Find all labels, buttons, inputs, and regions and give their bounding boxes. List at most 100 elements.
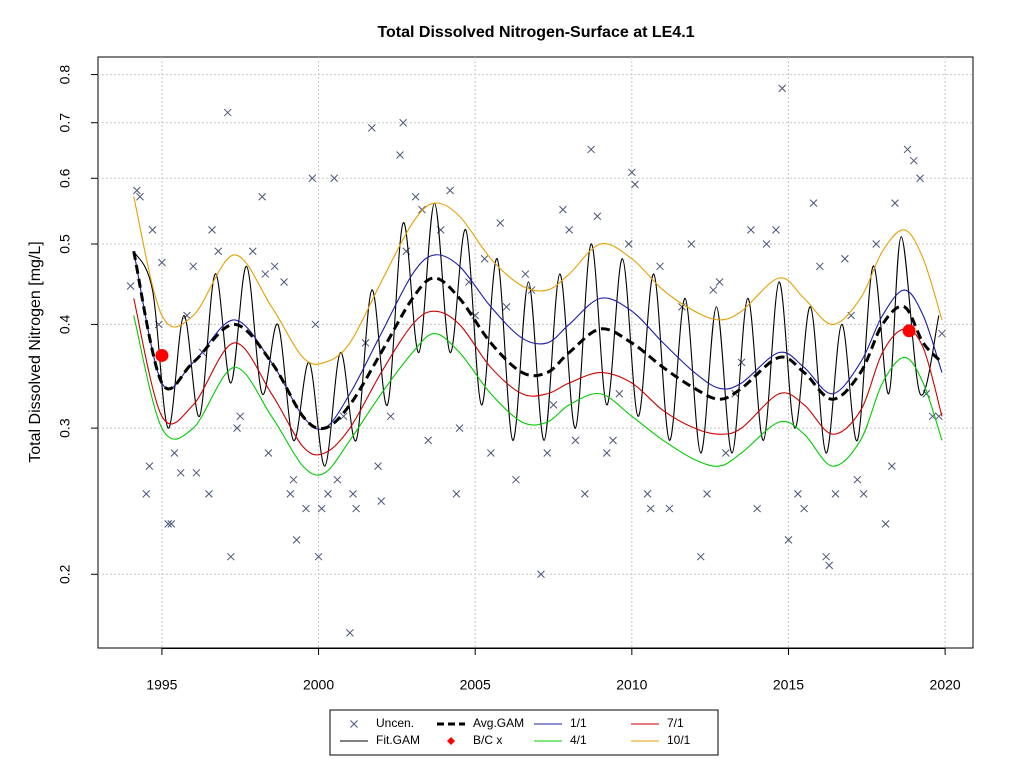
data-point (377, 497, 386, 505)
data-point (815, 262, 824, 271)
data-point (396, 151, 404, 159)
data-point (687, 240, 696, 248)
legend-symbol (350, 720, 358, 728)
data-point (859, 489, 868, 498)
data-point (646, 504, 655, 513)
data-point (888, 462, 896, 470)
data-point (678, 302, 686, 311)
data-point (189, 262, 198, 271)
data-point (580, 489, 589, 498)
data-point (446, 186, 454, 195)
x-tick-label: 2020 (930, 677, 961, 693)
data-point (167, 520, 176, 528)
data-point (132, 186, 141, 195)
data-point (261, 270, 270, 278)
y-tick-label: 0.3 (57, 418, 73, 438)
legend-item: Uncen. (350, 716, 414, 730)
legend-label: Fit.GAM (376, 733, 420, 747)
data-point (158, 258, 166, 267)
data-point (424, 436, 433, 445)
data-point (587, 145, 595, 154)
data-point (292, 536, 301, 544)
data-point (270, 262, 279, 271)
legend-symbol (447, 737, 455, 745)
data-point (841, 254, 849, 263)
legend-item: Fit.GAM (340, 733, 420, 747)
data-point (170, 449, 179, 457)
data-point (346, 628, 354, 637)
data-point (809, 199, 818, 208)
data-point (311, 320, 320, 329)
data-point (496, 219, 505, 227)
data-point (208, 226, 216, 234)
data-point (145, 462, 154, 470)
legend-box (329, 709, 719, 756)
data-point (330, 174, 339, 183)
series-line (133, 315, 943, 476)
data-point (223, 108, 232, 117)
data-point (762, 240, 771, 248)
data-point (280, 278, 288, 286)
data-point (352, 504, 360, 513)
data-point (176, 468, 185, 477)
legend-label: Uncen. (376, 716, 414, 730)
data-point (317, 504, 326, 513)
legend-item: 1/1 (534, 716, 587, 730)
data-point (631, 180, 639, 189)
data-point (537, 570, 545, 579)
y-tick-label: 0.4 (57, 314, 73, 334)
data-point (339, 412, 348, 421)
series-line (132, 250, 944, 431)
data-point (455, 424, 464, 432)
series-line (133, 196, 943, 365)
legend-label: 1/1 (570, 716, 587, 730)
legend-item: 7/1 (631, 716, 684, 730)
data-point (853, 475, 862, 484)
data-point (602, 449, 611, 457)
data-point (825, 561, 834, 570)
data-point (822, 552, 830, 561)
data-point (627, 168, 636, 177)
legend-label: 7/1 (667, 716, 684, 730)
data-point (349, 489, 357, 498)
chart-title: Total Dissolved Nitrogen-Surface at LE4.… (377, 24, 694, 41)
data-point (747, 226, 755, 234)
data-point (624, 240, 633, 248)
data-point (721, 449, 730, 457)
x-tick-label: 1995 (146, 677, 177, 693)
data-point (794, 489, 802, 498)
data-point (609, 436, 617, 445)
legend-label: B/C x (473, 733, 502, 747)
data-point (709, 286, 718, 294)
data-point (248, 247, 257, 256)
data-point (643, 489, 652, 498)
data-point (916, 174, 924, 183)
y-tick-label: 0.2 (57, 564, 73, 584)
y-tick-label: 0.6 (57, 168, 73, 188)
x-tick-label: 2005 (460, 677, 491, 693)
x-tick-label: 2000 (303, 677, 334, 693)
y-axis-label: Total Dissolved Nitrogen [mg/L] (27, 241, 44, 462)
data-point (324, 489, 332, 498)
data-point (938, 329, 946, 338)
series-line (133, 298, 943, 456)
data-point (881, 520, 890, 528)
data-point (571, 436, 580, 445)
legend-label: 4/1 (570, 733, 587, 747)
data-point (136, 192, 144, 201)
data-point (565, 226, 574, 234)
data-point (308, 174, 317, 183)
data-point (258, 192, 267, 201)
data-point (333, 475, 342, 484)
data-point (226, 552, 235, 561)
y-tick-label: 0.7 (57, 113, 73, 133)
legend: Uncen. Fit.GAM Avg.GAM B/C x 1/1 4/1 7/1 10/1 (340, 716, 691, 747)
legend-item: 4/1 (534, 733, 587, 747)
x-tick-label: 2015 (773, 677, 804, 693)
data-point (543, 449, 552, 457)
data-point (302, 504, 310, 513)
data-point (656, 262, 664, 271)
